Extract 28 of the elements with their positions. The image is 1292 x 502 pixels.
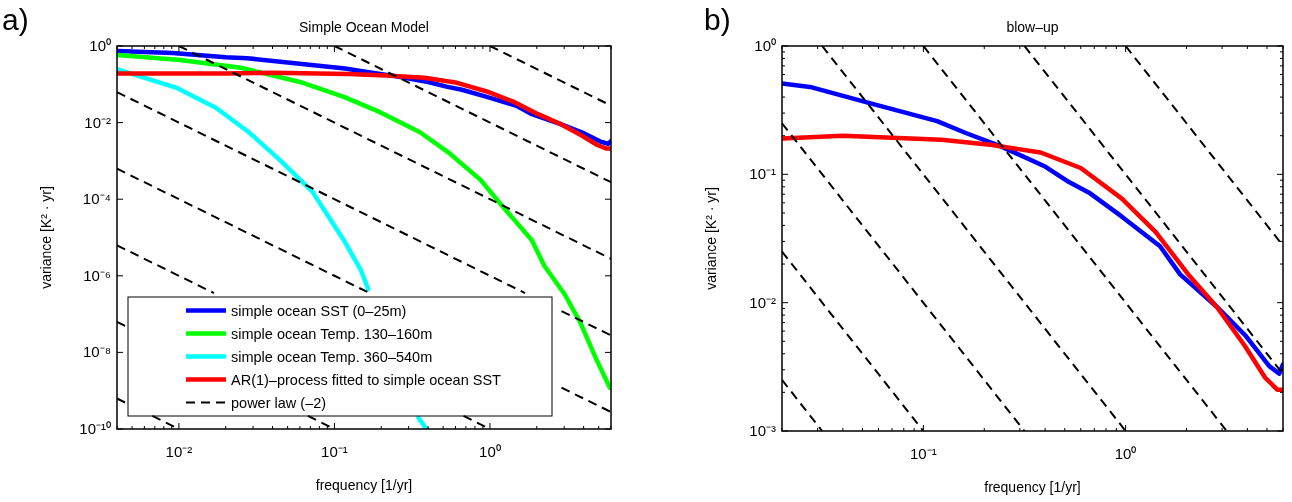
y-tick-label: 10⁻²: [749, 293, 776, 311]
y-tick-label: 10⁰: [89, 37, 111, 54]
chart-title: blow–up: [1006, 19, 1059, 35]
x-tick-label: 10⁻¹: [910, 445, 937, 462]
text: a): [2, 3, 29, 36]
legend-label: simple ocean SST (0–25m): [231, 302, 407, 319]
x-axis-title: frequency [1/yr]: [984, 479, 1081, 495]
x-axis-title: frequency [1/yr]: [315, 477, 413, 493]
chart-title: Simple Ocean Model: [299, 19, 429, 35]
text: b): [704, 3, 731, 36]
y-axis-title: variance [K² · yr]: [703, 187, 719, 290]
y-tick-label: 10⁻⁶: [83, 266, 111, 284]
y-axis-title: variance [K² · yr]: [38, 186, 54, 289]
y-tick-label: 10⁻⁴: [82, 190, 111, 208]
x-tick-label: 10⁻¹: [321, 443, 348, 460]
y-tick-label: 10⁻³: [749, 422, 776, 439]
legend-label: simple ocean Temp. 360–540m: [231, 348, 433, 365]
x-tick-label: 10⁰: [1114, 445, 1137, 462]
y-tick-label: 10⁻⁸: [82, 343, 111, 361]
legend-label: power law (–2): [231, 394, 327, 411]
y-tick-label: 10⁻²: [84, 113, 111, 131]
legend-label: simple ocean Temp. 130–160m: [231, 325, 433, 342]
x-tick-label: 10⁰: [479, 443, 501, 460]
y-tick-label: 10⁻¹⁰: [79, 420, 111, 437]
y-tick-label: 10⁰: [754, 37, 776, 54]
y-tick-label: 10⁻¹: [749, 165, 776, 183]
x-tick-label: 10⁻²: [165, 443, 193, 460]
legend-label: AR(1)–process fitted to simple ocean SST: [231, 371, 502, 388]
